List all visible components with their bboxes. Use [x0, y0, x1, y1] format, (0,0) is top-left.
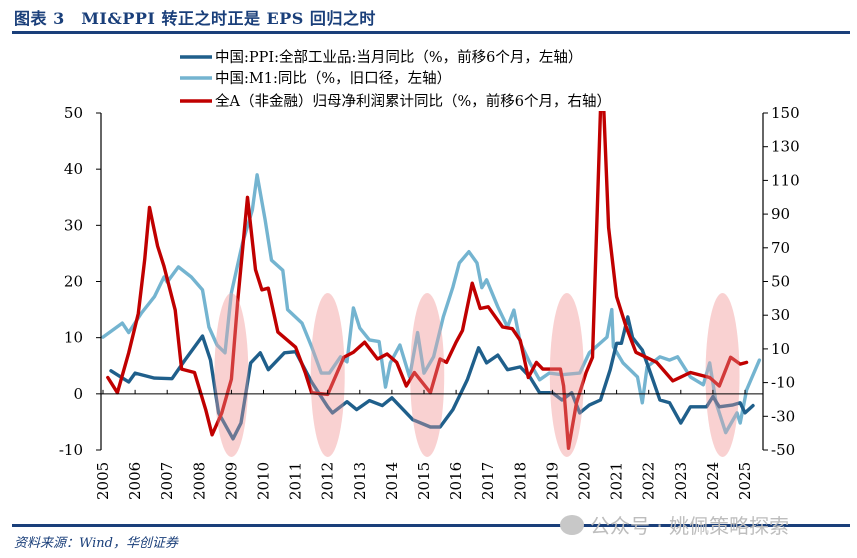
right-tick-label: 130 [771, 138, 800, 156]
x-tick-label: 2015 [415, 462, 433, 500]
legend: 中国:PPI:全部工业品:当月同比（%，前移6个月，左轴） 中国:M1:同比（%，… [180, 48, 611, 110]
title-divider [12, 31, 850, 34]
left-tick-label: 40 [64, 160, 83, 178]
right-tick-label: 110 [771, 171, 800, 189]
x-tick-label: 2013 [351, 462, 369, 500]
left-tick-label: -10 [59, 441, 83, 459]
x-tick-label: 2025 [736, 462, 754, 500]
chart-title: 图表 3 MI&PPI 转正之时正是 EPS 回归之时 [14, 9, 376, 28]
x-tick-label: 2014 [383, 462, 401, 500]
series-line-0 [109, 315, 755, 441]
left-tick-label: 20 [64, 273, 83, 291]
highlight-ellipses [214, 293, 740, 457]
x-tick-label: 2008 [190, 462, 208, 500]
highlight-ellipse-overlay [549, 293, 584, 457]
right-tick-label: -10 [771, 374, 795, 392]
x-tick-label: 2020 [576, 462, 594, 500]
x-tick-label: 2019 [543, 462, 561, 500]
series-line-1 [101, 173, 762, 435]
x-tick-label: 2018 [511, 462, 529, 500]
highlight-ellipse-overlay [214, 293, 249, 457]
x-tick-label: 2011 [287, 462, 305, 500]
right-tick-label: -50 [771, 441, 795, 459]
highlight-overlays [214, 293, 740, 457]
series-lines [101, 111, 762, 450]
highlight-ellipse [310, 293, 345, 457]
left-tick-label: 50 [64, 104, 83, 122]
right-tick-label: 30 [771, 306, 790, 324]
x-tick-label: 2022 [640, 462, 658, 500]
axes: 50403020100-101501301109070503010-10-30-… [59, 104, 800, 500]
right-tick-label: 10 [771, 340, 790, 358]
right-tick-label: 150 [771, 104, 800, 122]
left-tick-label: 30 [64, 216, 83, 234]
right-tick-label: 70 [771, 239, 790, 257]
x-tick-label: 2006 [126, 462, 144, 500]
highlight-ellipse-overlay [705, 293, 740, 457]
highlight-ellipse-overlay [310, 293, 345, 457]
watermark: 公众号 · 姚佩策略探索 [560, 510, 789, 539]
x-tick-label: 2024 [704, 462, 722, 500]
x-tick-label: 2017 [479, 462, 497, 500]
x-tick-label: 2009 [222, 462, 240, 500]
highlight-ellipse-overlay [410, 293, 445, 457]
right-tick-label: 50 [771, 273, 790, 291]
right-tick-label: 90 [771, 205, 790, 223]
x-tick-label: 2005 [94, 462, 112, 500]
watermark-text: 公众号 · 姚佩策略探索 [590, 514, 790, 538]
legend-label-2: 全A（非金融）归母净利润累计同比（%，前移6个月，右轴） [215, 92, 611, 110]
wechat-icon [560, 514, 584, 535]
series-line-2 [106, 111, 749, 450]
left-tick-label: 10 [64, 329, 83, 347]
legend-label-0: 中国:PPI:全部工业品:当月同比（%，前移6个月，左轴） [215, 48, 582, 66]
x-tick-label: 2016 [447, 462, 465, 500]
footer-divider [12, 524, 850, 527]
x-tick-label: 2021 [608, 462, 626, 500]
x-tick-label: 2010 [255, 462, 273, 500]
left-tick-label: 0 [73, 385, 83, 403]
legend-label-1: 中国:M1:同比（%，旧口径，左轴） [215, 70, 451, 87]
source-note: 资料来源：Wind，华创证券 [14, 536, 178, 551]
x-tick-label: 2023 [672, 462, 690, 500]
x-tick-label: 2012 [319, 462, 337, 500]
x-tick-label: 2007 [158, 462, 176, 500]
right-tick-label: -30 [771, 407, 795, 425]
